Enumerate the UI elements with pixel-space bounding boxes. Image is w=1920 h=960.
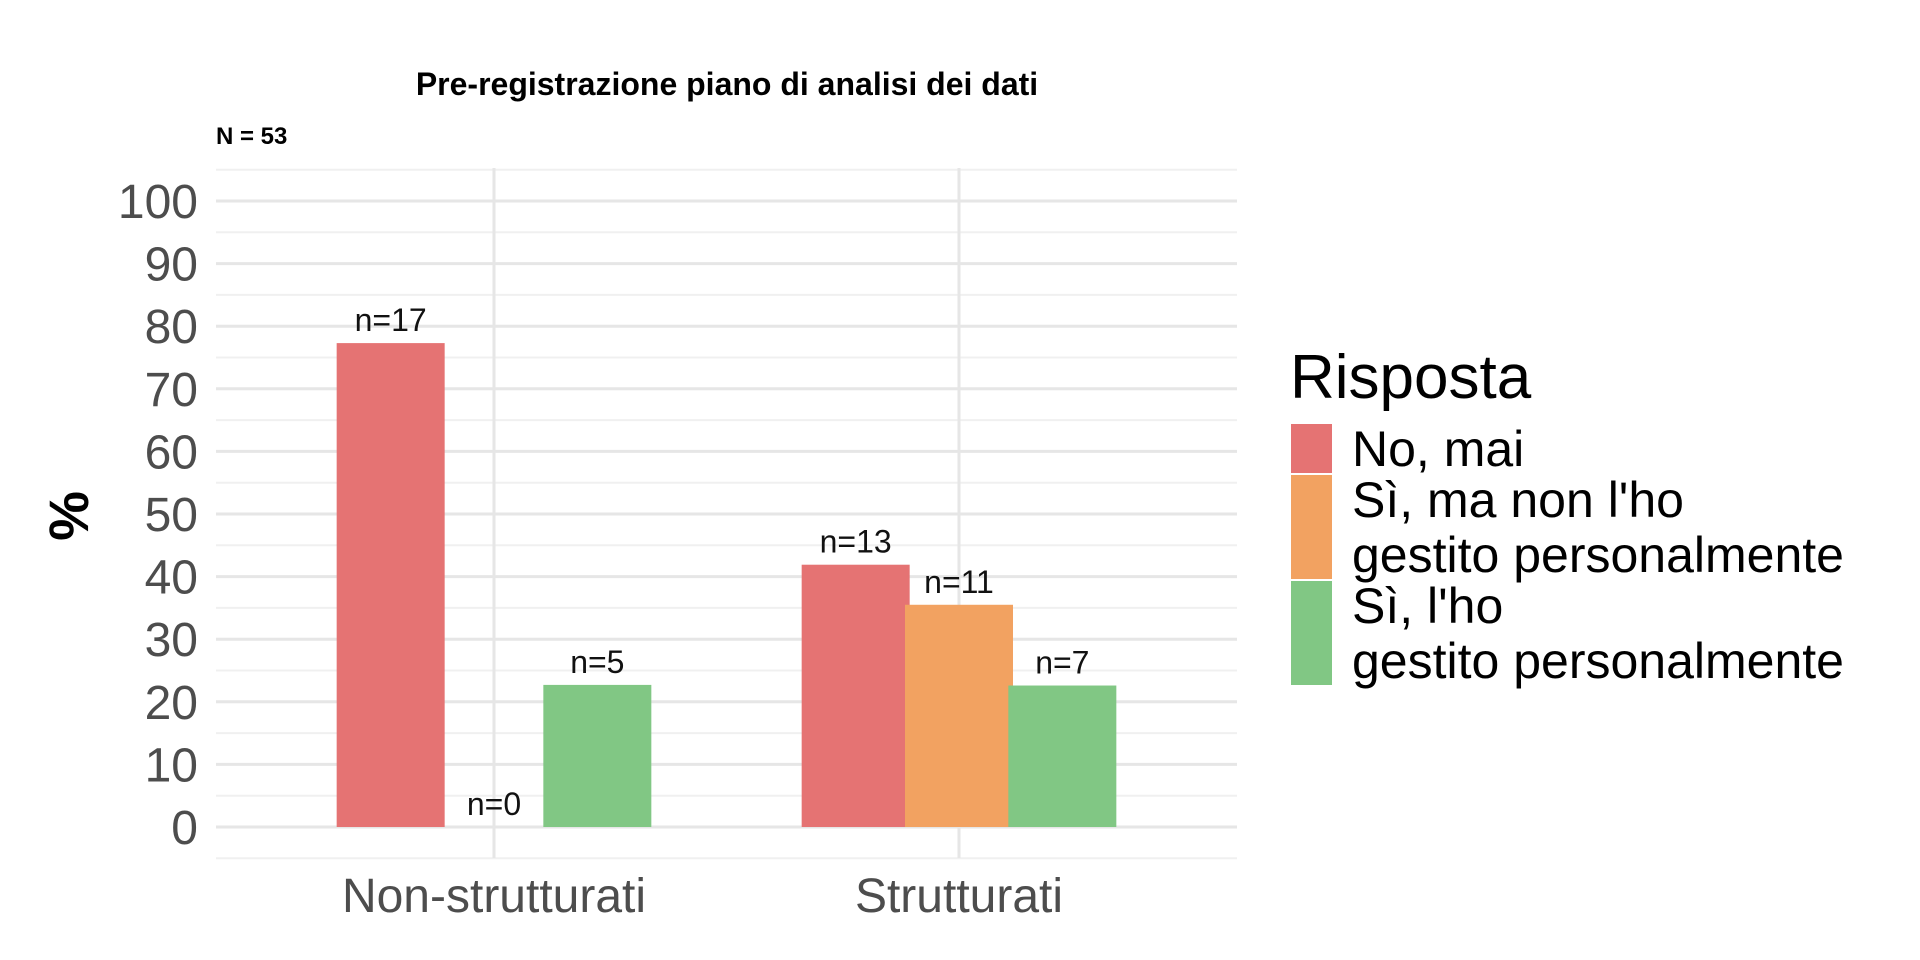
chart-title: Pre-registrazione piano di analisi dei d…: [416, 66, 1038, 102]
bar: [905, 604, 1013, 827]
x-axis-ticks: Non-strutturati Strutturati: [342, 870, 1063, 923]
y-tick-label: 10: [145, 739, 198, 792]
y-tick-label: 0: [171, 802, 198, 855]
chart-subtitle: N = 53: [216, 123, 287, 150]
legend-label: gestito personalmente: [1352, 633, 1844, 689]
y-tick-label: 100: [118, 176, 198, 229]
bar-labels: n=17 n=13 n=0 n=11 n=5 n=7: [355, 302, 1090, 822]
y-tick-label: 60: [145, 426, 198, 479]
legend-label: Sì, l'ho: [1352, 578, 1503, 634]
legend-label: No, mai: [1352, 421, 1524, 477]
y-tick-label: 20: [145, 677, 198, 730]
x-tick-label: Non-strutturati: [342, 870, 646, 923]
y-tick-label: 80: [145, 301, 198, 354]
bar-value-label: n=11: [924, 564, 994, 600]
y-tick-label: 70: [145, 364, 198, 417]
y-axis-label: %: [37, 491, 100, 541]
bar: [336, 343, 445, 827]
bar: [801, 564, 910, 827]
legend-label: gestito personalmente: [1352, 527, 1844, 583]
bar-value-label: n=0: [467, 786, 521, 822]
y-axis-ticks: 0 10 20 30 40 50 60 70 80 90 100: [118, 176, 198, 855]
bar-value-label: n=13: [820, 524, 892, 560]
bars: [336, 343, 1117, 827]
y-tick-label: 40: [145, 552, 198, 605]
bar-value-label: n=5: [570, 644, 624, 680]
legend-title: Risposta: [1290, 343, 1532, 412]
y-tick-label: 30: [145, 614, 198, 667]
y-tick-label: 50: [145, 489, 198, 542]
bar-value-label: n=7: [1035, 645, 1089, 681]
bar-value-label: n=17: [355, 302, 427, 338]
legend-label: Sì, ma non l'ho: [1352, 472, 1684, 528]
legend-swatch: [1289, 579, 1334, 687]
bar: [543, 684, 652, 827]
bar: [1008, 685, 1117, 827]
legend-swatch: [1289, 422, 1334, 475]
y-tick-label: 90: [145, 239, 198, 292]
x-tick-label: Strutturati: [855, 870, 1063, 923]
legend-swatch: [1289, 473, 1334, 581]
